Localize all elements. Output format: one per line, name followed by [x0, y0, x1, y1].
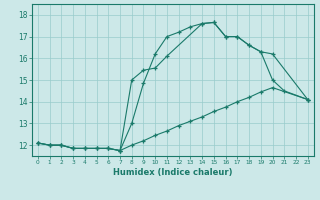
X-axis label: Humidex (Indice chaleur): Humidex (Indice chaleur) — [113, 168, 233, 177]
